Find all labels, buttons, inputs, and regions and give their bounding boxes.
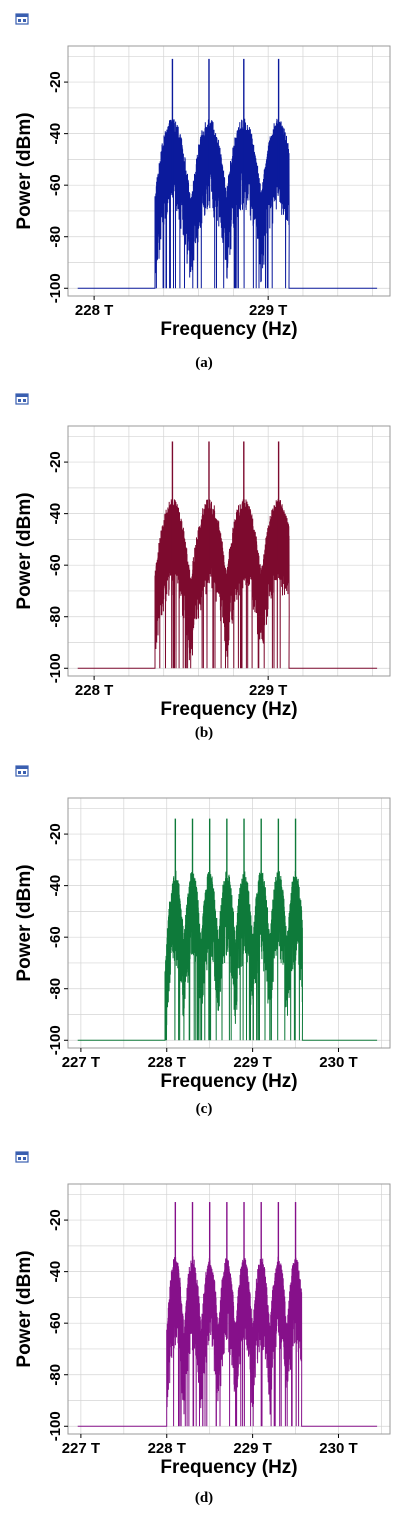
plot-frame [67,45,391,297]
y-axis-title: Power (dBm) [14,864,35,981]
x-tick-label: 230 T [319,1440,357,1457]
spectrum-series [77,498,378,669]
y-tick-label: -80 [47,1364,64,1386]
y-tick-label: -100 [47,1025,64,1055]
x-tick-label: 228 T [75,302,113,319]
y-tick-label: -60 [47,1312,64,1334]
x-axis-title: Frequency (Hz) [160,319,297,340]
grid-lines [68,46,390,296]
y-tick-label: -80 [47,226,64,248]
caption-b: (b) [194,725,214,741]
y-tick-label: -20 [47,823,64,845]
spectrum-series [77,870,378,1041]
window-icon [15,765,29,777]
x-tick-label: 228 T [75,682,113,699]
caption-c: (c) [195,1101,213,1117]
plot-frame [67,1183,391,1435]
x-tick-label: 228 T [148,1054,186,1071]
window-icon [15,1151,29,1163]
y-tick-label: -80 [47,606,64,628]
y-axis-title: Power (dBm) [14,492,35,609]
y-tick-label: -20 [47,451,64,473]
x-tick-label: 229 T [233,1440,271,1457]
y-tick-label: -60 [47,174,64,196]
x-tick-label: 227 T [62,1054,100,1071]
x-axis-title: Frequency (Hz) [160,1071,297,1092]
y-tick-label: -100 [47,653,64,683]
x-axis-title: Frequency (Hz) [160,699,297,720]
plot-frame [67,425,391,677]
window-icon [15,393,29,405]
y-tick-label: -100 [47,1411,64,1441]
window-icon [15,13,29,25]
y-axis-title: Power (dBm) [14,1250,35,1367]
chart-panel-c: -20 -40 -60 -80 -100 227 T 228 T 229 T 230 T Freq… [0,752,408,1132]
y-tick-label: -80 [47,978,64,1000]
x-tick-label: 230 T [319,1054,357,1071]
plot-frame [67,797,391,1049]
y-tick-label: -60 [47,554,64,576]
caption-d: (d) [194,1490,214,1506]
spectrum-series [77,1256,378,1427]
y-tick-label: -100 [47,273,64,303]
chart-panel-b: -20 -40 -60 -80 -100 228 T 229 T Frequency (Hz)… [0,380,408,760]
x-tick-label: 229 T [233,1054,271,1071]
y-tick-label: -20 [47,71,64,93]
y-tick-label: -40 [47,1261,64,1283]
x-tick-label: 228 T [148,1440,186,1457]
y-tick-label: -40 [47,123,64,145]
y-tick-label: -40 [47,875,64,897]
y-tick-label: -60 [47,926,64,948]
x-axis-title: Frequency (Hz) [160,1457,297,1478]
chart-panel-d: -20 -40 -60 -80 -100 227 T 228 T 229 T 230 T Freq… [0,1138,408,1524]
spectrum-series [77,118,378,289]
x-tick-label: 229 T [249,302,287,319]
x-tick-label: 227 T [62,1440,100,1457]
caption-a: (a) [195,355,213,371]
y-tick-label: -20 [47,1209,64,1231]
y-axis-title: Power (dBm) [14,112,35,229]
x-tick-label: 229 T [249,682,287,699]
chart-panel-a: -20 -40 -60 -80 -100 228 T 229 T Frequency (Hz)… [0,0,408,380]
y-tick-label: -40 [47,503,64,525]
